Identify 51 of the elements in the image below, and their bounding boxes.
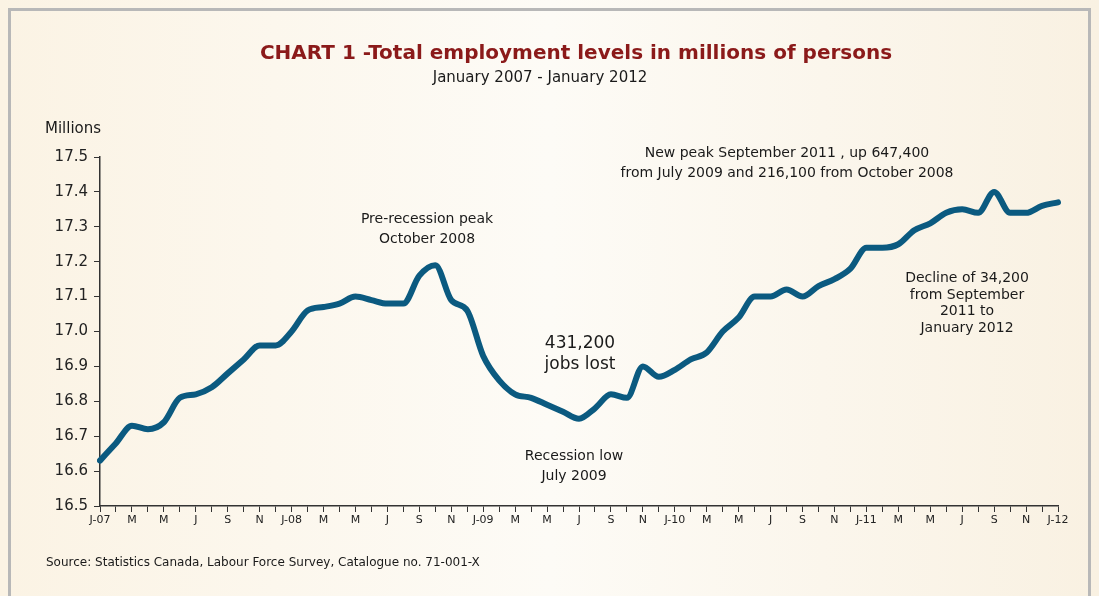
x-tick-label: S: [415, 513, 423, 527]
y-tick-label: 16.8: [54, 391, 88, 410]
x-tick-label: S: [990, 513, 998, 527]
x-tick-label: J: [384, 513, 390, 527]
x-tick-label: S: [224, 513, 232, 527]
x-tick-label: J-08: [280, 513, 303, 527]
x-tick-label: J: [767, 513, 773, 527]
x-tick-label: J: [576, 513, 581, 527]
x-tick-label: M: [318, 513, 329, 527]
x-tick-label: J-10: [663, 513, 686, 527]
y-tick-label: 17.3: [54, 216, 88, 235]
source-note: Source: Statistics Canada, Labour Force Survey, Catalogue no. 71-001-X: [46, 555, 480, 569]
y-tick-label: 17.0: [54, 321, 88, 340]
annotation: Decline of 34,200 from September 2011 to January 2012: [905, 269, 1029, 335]
y-tick-label: 16.9: [54, 356, 88, 375]
x-tick-label: S: [607, 513, 615, 527]
x-tick-label: J-07: [88, 513, 111, 527]
y-tick-label: 16.5: [54, 495, 88, 514]
x-tick-label: M: [925, 513, 936, 527]
y-tick-label: 17.4: [54, 181, 88, 200]
y-tick-label: 17.5: [54, 146, 88, 165]
y-tick-label: 16.6: [54, 460, 88, 479]
x-tick-label: M: [159, 513, 169, 527]
y-tick-label: 17.2: [54, 251, 88, 270]
x-tick-label: J-12: [1046, 513, 1069, 527]
x-tick-label: N: [447, 513, 456, 527]
annotation: Pre-recession peak October 2008: [360, 210, 495, 246]
x-tick-label: N: [638, 513, 647, 527]
annotation: Recession low July 2009: [524, 447, 624, 483]
annotation: 431,200 jobs lost: [543, 332, 616, 373]
x-tick-label: N: [830, 513, 839, 527]
x-tick-label: M: [893, 513, 904, 527]
x-tick-label: J-11: [854, 513, 877, 527]
y-axis-title: Millions: [45, 119, 102, 137]
x-tick-label: M: [510, 513, 520, 527]
x-tick-label: N: [1021, 513, 1031, 527]
x-tick-label: M: [542, 513, 552, 527]
x-tick-label: N: [255, 513, 264, 527]
x-tick-label: J: [959, 513, 964, 527]
x-tick-label: M: [733, 513, 744, 527]
x-tick-label: M: [127, 513, 137, 527]
x-tick-label: S: [799, 513, 807, 527]
x-tick-label: M: [701, 513, 712, 527]
chart-subtitle: January 2007 - January 2012: [431, 68, 648, 86]
x-tick-label: M: [350, 513, 361, 527]
annotation: New peak September 2011 , up 647,400 from July 2009 and 216,100 from October 2008: [620, 144, 954, 180]
x-tick-label: J: [193, 513, 198, 527]
y-tick-label: 16.7: [54, 426, 88, 445]
x-tick-label: J-09: [471, 513, 494, 527]
chart-title: CHART 1 -Total employment levels in millions of persons: [259, 40, 893, 64]
y-tick-label: 17.1: [54, 286, 88, 305]
